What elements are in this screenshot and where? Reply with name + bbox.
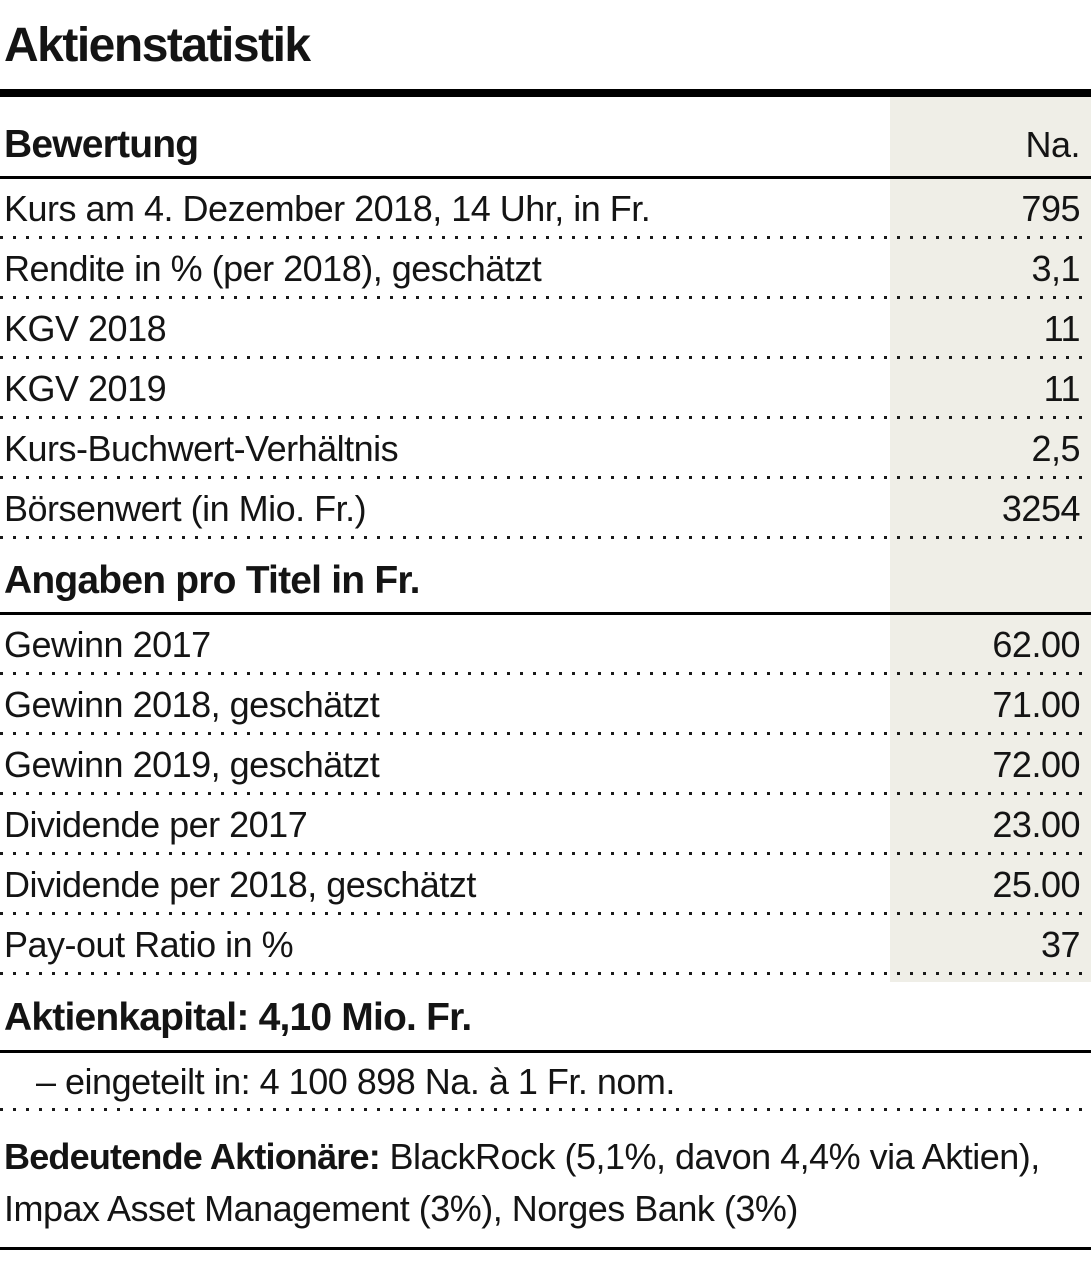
row-label: Dividende per 2017 [4, 803, 308, 845]
capital-header: Aktienkapital: 4,10 Mio. Fr. [0, 982, 1091, 1053]
table-row: Gewinn 2017 62.00 [0, 615, 1091, 675]
shaded-value-column [890, 96, 1091, 982]
row-value: 25.00 [992, 863, 1080, 905]
table-row: Dividende per 2017 23.00 [0, 795, 1091, 855]
shareholders-label: Bedeutende Aktionäre: [4, 1135, 381, 1177]
row-label: Börsenwert (in Mio. Fr.) [4, 487, 367, 529]
row-value: 72.00 [992, 743, 1080, 785]
row-label: Dividende per 2018, geschätzt [4, 863, 476, 905]
row-value: 37 [1040, 923, 1081, 965]
section-angaben-pro-titel: Angaben pro Titel in Fr. Gewinn 2017 62.… [0, 539, 1091, 975]
table-row: Gewinn 2019, geschätzt 72.00 [0, 735, 1091, 795]
table-row: KGV 2019 11 [0, 359, 1091, 419]
table-row: Pay-out Ratio in % 37 [0, 915, 1091, 975]
row-label: Kurs-Buchwert-Verhältnis [4, 427, 399, 469]
section-header-bewertung: Bewertung Na. [0, 97, 1091, 179]
row-label: Rendite in % (per 2018), geschätzt [4, 247, 542, 289]
column-header-na: Na. [1025, 123, 1080, 165]
section-bewertung: Bewertung Na. Kurs am 4. Dezember 2018, … [0, 97, 1091, 539]
row-value: 11 [1043, 367, 1081, 409]
row-label: Gewinn 2017 [4, 623, 211, 665]
table-row: Kurs am 4. Dezember 2018, 14 Uhr, in Fr.… [0, 179, 1091, 239]
shareholders-note: Bedeutende Aktionäre: BlackRock (5,1%, d… [0, 1111, 1091, 1250]
row-value: 23.00 [992, 803, 1080, 845]
row-value: 11 [1043, 307, 1081, 349]
capital-block: Aktienkapital: 4,10 Mio. Fr. – eingeteil… [0, 982, 1091, 1111]
row-label: Gewinn 2018, geschätzt [4, 683, 380, 725]
row-label: Pay-out Ratio in % [4, 923, 294, 965]
table-row: Rendite in % (per 2018), geschätzt 3,1 [0, 239, 1091, 299]
stats-table: Bewertung Na. Kurs am 4. Dezember 2018, … [0, 96, 1091, 982]
shareholders-text: BlackRock (5,1%, davon 4,4% via Aktien),… [4, 1135, 1040, 1229]
row-value: 71.00 [992, 683, 1080, 725]
row-label: KGV 2018 [4, 307, 167, 349]
row-value: 3,1 [1031, 247, 1080, 289]
row-value: 795 [1021, 187, 1080, 229]
table-row: KGV 2018 11 [0, 299, 1091, 359]
table-row: Börsenwert (in Mio. Fr.) 3254 [0, 479, 1091, 539]
capital-detail: – eingeteilt in: 4 100 898 Na. à 1 Fr. n… [0, 1053, 1091, 1111]
row-value: 62.00 [992, 623, 1080, 665]
section-title: Bewertung [4, 122, 199, 166]
row-value: 3254 [1001, 487, 1081, 529]
table-row: Dividende per 2018, geschätzt 25.00 [0, 855, 1091, 915]
row-label: Gewinn 2019, geschätzt [4, 743, 380, 785]
row-label: KGV 2019 [4, 367, 167, 409]
title-rule [0, 88, 1091, 97]
section-title: Angaben pro Titel in Fr. [4, 558, 420, 602]
row-value: 2,5 [1031, 427, 1080, 469]
page-title: Aktienstatistik [4, 19, 311, 72]
row-label: Kurs am 4. Dezember 2018, 14 Uhr, in Fr. [4, 187, 651, 229]
section-header-angaben: Angaben pro Titel in Fr. [0, 539, 1091, 615]
table-row: Gewinn 2018, geschätzt 71.00 [0, 675, 1091, 735]
table-row: Kurs-Buchwert-Verhältnis 2,5 [0, 419, 1091, 479]
